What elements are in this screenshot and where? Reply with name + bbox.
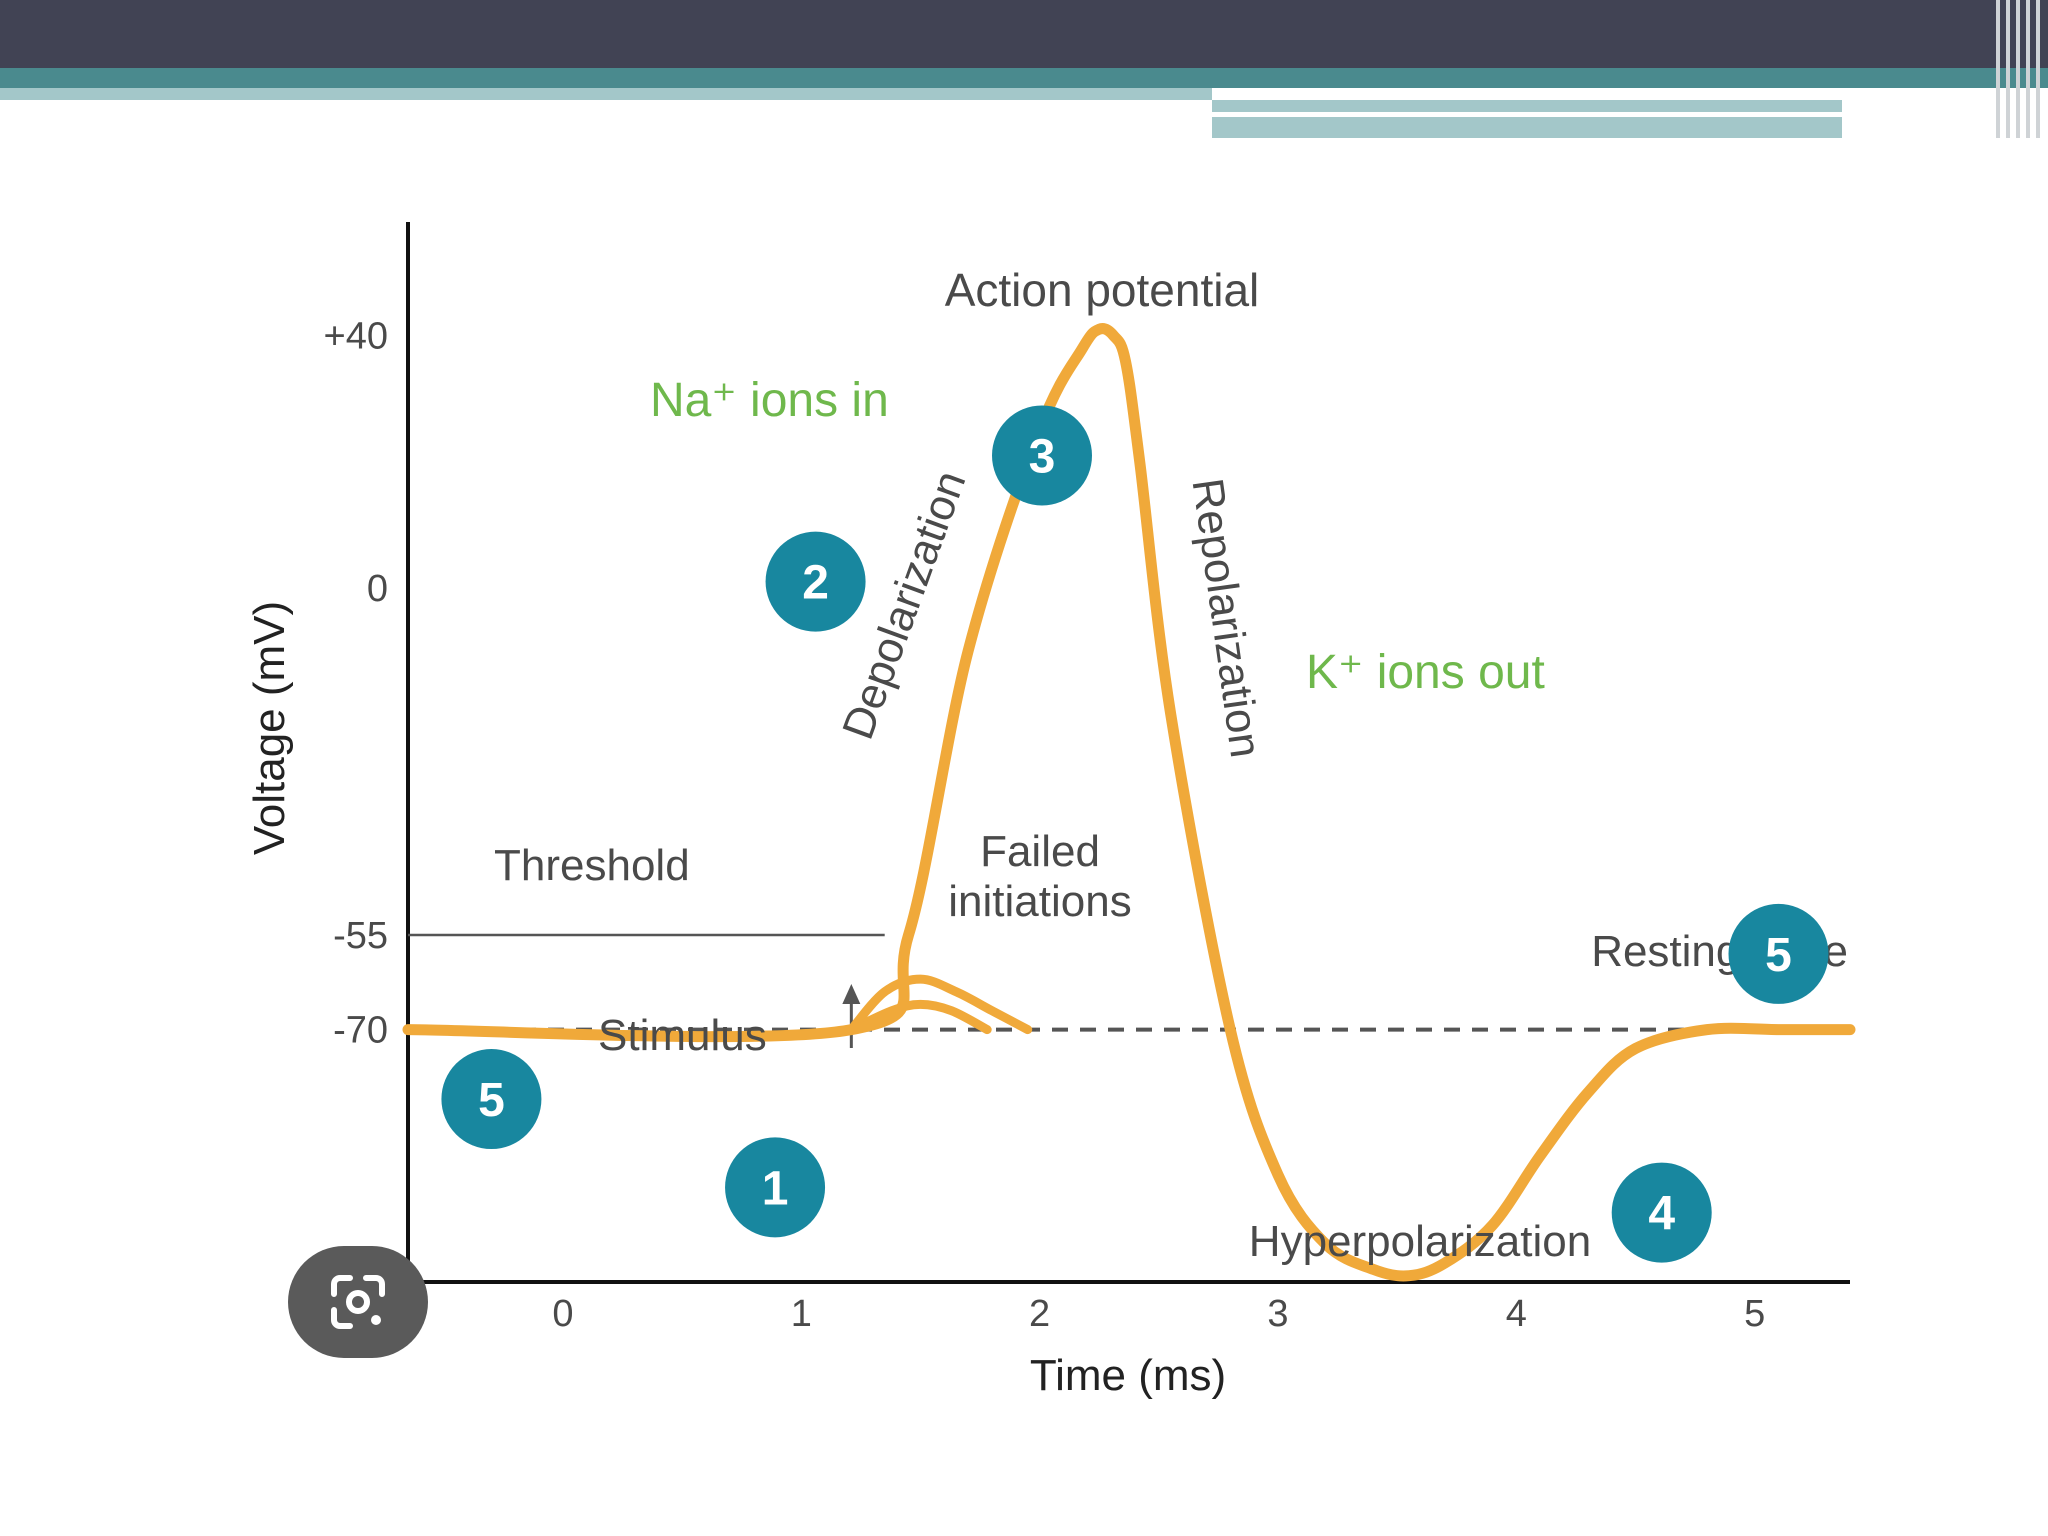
y-tick-label: -55 <box>333 915 388 957</box>
stimulus-label: Stimulus <box>598 1011 767 1060</box>
x-axis-title: Time (ms) <box>1030 1351 1226 1400</box>
header-stripes <box>1992 0 2048 138</box>
chart-series <box>402 323 1856 1282</box>
phase-badge-number: 5 <box>478 1074 505 1127</box>
y-axis-title: Voltage (mV) <box>245 601 294 855</box>
hyperpolarization-label: Hyperpolarization <box>1249 1217 1591 1266</box>
header-dark-band <box>0 0 2048 68</box>
phase-badge <box>992 405 1093 506</box>
failed-initiation-curve <box>846 999 992 1035</box>
phase-badge <box>441 1049 542 1150</box>
phase-badge <box>765 531 866 632</box>
phase-badges: 5 1 2 3 4 5 <box>441 405 1829 1263</box>
k-ions-label: K⁺ ions out <box>1306 646 1545 699</box>
y-tick-label: 0 <box>367 568 388 610</box>
na-ions-label: Na⁺ ions in <box>650 374 889 427</box>
header-light-band-left <box>0 88 1212 100</box>
phase-badge-number: 5 <box>1765 929 1792 982</box>
failed-label-line2: initiations <box>948 877 1131 926</box>
x-tick-label: 0 <box>552 1293 573 1335</box>
phase-badge-number: 3 <box>1029 430 1056 483</box>
x-tick-label: 3 <box>1267 1293 1288 1335</box>
phase-badge <box>725 1137 826 1238</box>
action-potential-curve <box>402 323 1856 1282</box>
phase-badge <box>1728 903 1829 1004</box>
x-tick-label: 1 <box>791 1293 812 1335</box>
stimulus-arrow-head <box>842 984 861 1004</box>
repolarization-label: Repolarization <box>1183 475 1271 760</box>
chart-title: Action potential <box>945 264 1260 316</box>
phase-badge-number: 1 <box>762 1162 789 1215</box>
y-tick-label: +40 <box>324 316 388 358</box>
y-tick-label: -70 <box>333 1010 388 1052</box>
google-lens-button[interactable] <box>288 1246 428 1358</box>
failed-initiation-curve <box>846 974 1033 1035</box>
phase-badge-number: 2 <box>802 557 829 610</box>
header-teal-band <box>0 68 2048 88</box>
google-lens-icon <box>331 1275 385 1329</box>
chart-axes: 0 1 2 3 4 5 +40 0 -55 -70 Time (ms) Voltage (mV) <box>245 222 1850 1400</box>
failed-label-line1: Failed <box>980 827 1100 876</box>
phase-badge-number: 4 <box>1648 1188 1675 1241</box>
x-tick-label: 2 <box>1029 1293 1050 1335</box>
slide-header-bar <box>0 0 2048 140</box>
header-light-band-right <box>1212 100 1842 138</box>
phase-badge <box>1611 1162 1712 1263</box>
threshold-label: Threshold <box>494 841 690 890</box>
x-tick-label: 5 <box>1744 1293 1765 1335</box>
x-tick-label: 4 <box>1506 1293 1527 1335</box>
header-white-line <box>1212 112 1898 117</box>
